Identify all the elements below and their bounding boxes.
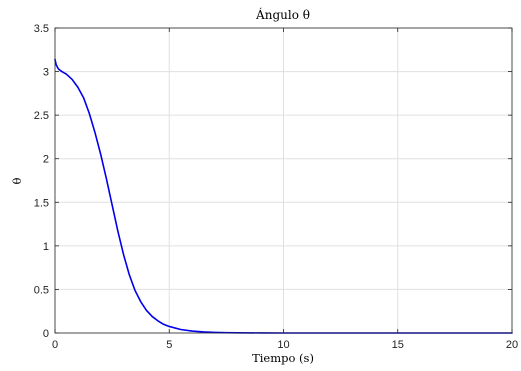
x-tick-label: 5 bbox=[166, 339, 172, 351]
y-tick-label: 0 bbox=[43, 328, 49, 340]
y-tick-label: 1 bbox=[43, 241, 49, 253]
y-tick-label: 3 bbox=[43, 67, 49, 79]
y-tick-label: 2.5 bbox=[34, 110, 49, 122]
y-axis-label: θ bbox=[10, 177, 24, 184]
x-tick-label: 20 bbox=[506, 339, 518, 351]
x-tick-label: 0 bbox=[52, 339, 58, 351]
x-tick-label: 10 bbox=[277, 339, 289, 351]
y-tick-label: 0.5 bbox=[34, 284, 49, 296]
ticks: 0 5 10 15 20 0 0.5 1 1.5 2 2.5 3 3.5 bbox=[34, 23, 518, 351]
chart-title: Ángulo θ bbox=[255, 7, 310, 22]
x-axis-label: Tiempo (s) bbox=[252, 351, 314, 365]
x-tick-label: 15 bbox=[392, 339, 404, 351]
grid bbox=[54, 27, 513, 334]
y-tick-label: 1.5 bbox=[34, 197, 49, 209]
y-tick-label: 2 bbox=[43, 154, 49, 166]
y-tick-label: 3.5 bbox=[34, 23, 49, 35]
